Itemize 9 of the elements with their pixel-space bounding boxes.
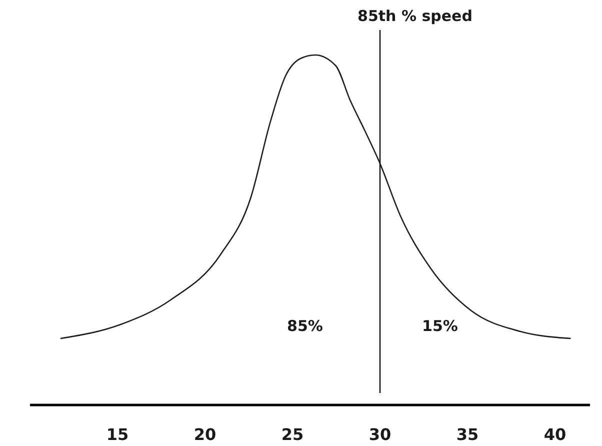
annotation: 15%	[422, 317, 458, 335]
x-tick-label: 20	[194, 425, 216, 444]
x-tick-label: 30	[368, 425, 392, 444]
x-tick-label: 35	[456, 425, 479, 444]
x-tick-label: 15	[106, 425, 129, 444]
x-tick-label: 25	[281, 425, 304, 444]
ref-line-label: 85th % speed	[358, 7, 472, 25]
annotation: 85%	[287, 317, 323, 335]
x-tick-label: 40	[544, 425, 566, 444]
